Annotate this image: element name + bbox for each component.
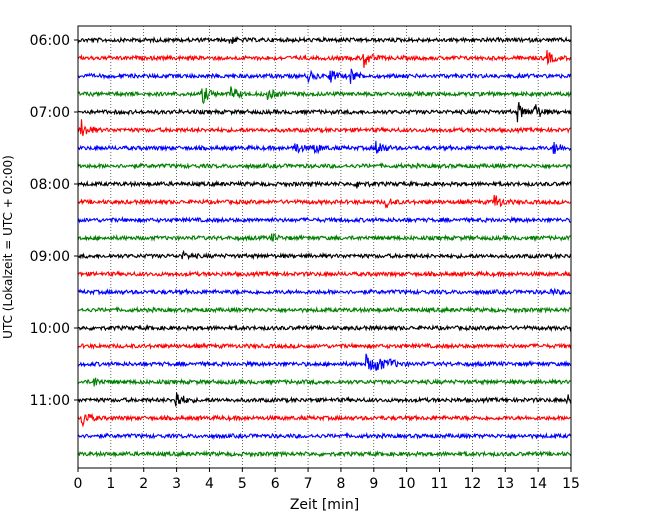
trace-0800	[77, 179, 572, 189]
trace-0700	[77, 101, 572, 123]
trace-1145	[77, 449, 572, 458]
x-tick-label: 4	[205, 476, 214, 492]
trace-0900	[77, 249, 572, 261]
plot-frame	[77, 25, 572, 469]
trace-0815	[77, 194, 572, 209]
trace-0845	[77, 232, 572, 242]
y-tick-label: 09:00	[30, 249, 70, 265]
trace-1015	[77, 342, 572, 351]
trace-0715	[77, 119, 572, 137]
trace-1030	[77, 353, 572, 371]
y-tick-label: 06:00	[30, 33, 70, 49]
trace-0630	[77, 68, 572, 84]
x-tick-label: 11	[431, 476, 449, 492]
y-tick-label: 11:00	[30, 393, 70, 409]
x-axis-ticks: 0 1 2 3 4 5 6 7 8 9 10 11 12 13 14 15	[74, 468, 580, 492]
x-tick-label: 2	[139, 476, 148, 492]
x-tick-label: 1	[106, 476, 115, 492]
trace-0615	[77, 50, 572, 68]
x-tick-label: 9	[369, 476, 378, 492]
trace-0930	[77, 287, 572, 297]
x-tick-label: 3	[172, 476, 181, 492]
trace-1100	[77, 392, 572, 407]
y-tick-label: 10:00	[30, 321, 70, 337]
trace-0915	[77, 270, 572, 279]
x-tick-label: 15	[562, 476, 580, 492]
x-tick-label: 13	[496, 476, 514, 492]
x-tick-label: 7	[304, 476, 313, 492]
x-axis-label: Zeit [min]	[290, 497, 359, 513]
trace-0600	[77, 35, 572, 44]
y-tick-label: 07:00	[30, 105, 70, 121]
trace-1115	[77, 412, 572, 428]
trace-0645	[77, 86, 572, 105]
trace-1130	[77, 431, 572, 440]
y-tick-label: 08:00	[30, 177, 70, 193]
y-axis-label: UTC (Lokalzeit = UTC + 02:00)	[1, 155, 15, 339]
trace-0945	[77, 305, 572, 314]
x-tick-label: 5	[238, 476, 247, 492]
y-axis-ticks: 06:00 07:00 08:00 09:00 10:00 11:00	[30, 33, 78, 409]
trace-1000	[77, 323, 572, 333]
trace-1045	[77, 377, 572, 387]
trace-0830	[77, 215, 572, 224]
seismic-traces	[77, 35, 572, 458]
x-tick-label: 8	[336, 476, 345, 492]
x-tick-label: 14	[529, 476, 547, 492]
trace-0730	[77, 140, 572, 155]
x-tick-label: 12	[463, 476, 481, 492]
x-tick-label: 10	[398, 476, 416, 492]
x-tick-label: 6	[271, 476, 280, 492]
x-tick-label: 0	[74, 476, 83, 492]
trace-0745	[77, 161, 572, 170]
